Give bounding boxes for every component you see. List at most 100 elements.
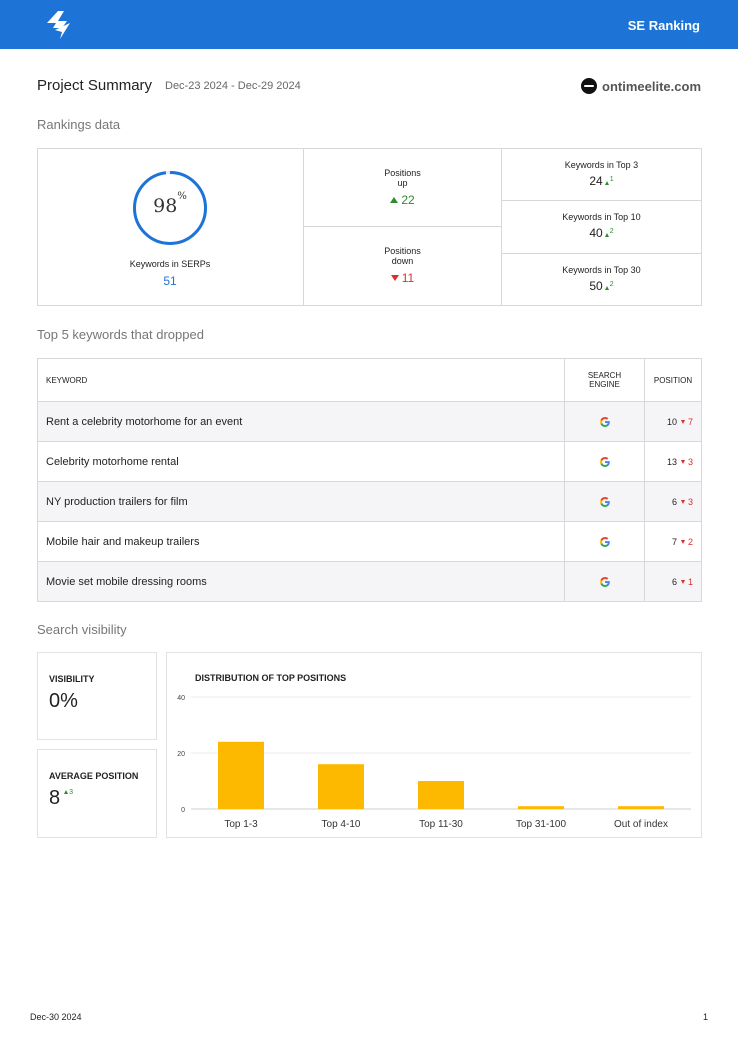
positions-up-label: Positions up (384, 168, 421, 188)
y-tick-label: 20 (177, 751, 185, 758)
arrow-down-icon (680, 419, 685, 424)
top3-label: Keywords in Top 3 (564, 160, 639, 170)
visibility-label: VISIBILITY (49, 674, 95, 684)
arrow-up-icon (390, 197, 399, 203)
top10-cell: Keywords in Top 10 40 2 (502, 201, 701, 254)
table-row: Movie set mobile dressing rooms 6 1 (38, 561, 701, 601)
keyword-tops: Keywords in Top 3 24 1 Keywords in Top 10… (502, 149, 701, 305)
arrow-up-icon (604, 233, 609, 237)
summary-header: Project Summary Dec-23 2024 - Dec-29 202… (37, 77, 701, 97)
google-icon (599, 456, 610, 467)
top30-value: 50 2 (589, 279, 614, 293)
positions-down-label: Positions down (384, 246, 421, 266)
position-change: 3 (680, 457, 693, 467)
distribution-chart: DISTRIBUTION OF TOP POSITIONS 0 20 40 Top 1… (166, 652, 702, 838)
google-icon (599, 536, 610, 547)
positions-down-cell: Positions down 11 (304, 227, 501, 305)
x-tick-label: Top 1-3 (224, 819, 258, 830)
serps-gauge (133, 171, 207, 245)
arrow-up-icon (64, 790, 69, 794)
arrow-down-icon (680, 539, 685, 544)
search-engine-cell (565, 522, 645, 561)
position-change: 1 (680, 577, 693, 587)
position-change: 2 (680, 537, 693, 547)
arrow-down-icon (680, 579, 685, 584)
position-value: 6 (671, 496, 677, 507)
chart-title: DISTRIBUTION OF TOP POSITIONS (195, 673, 347, 683)
bar (618, 806, 664, 809)
position-change: 3 (680, 497, 693, 507)
date-range: Dec-23 2024 - Dec-29 2024 (165, 80, 301, 92)
search-engine-cell (565, 482, 645, 521)
google-icon (599, 576, 610, 587)
bar (318, 764, 364, 809)
serps-cell: 98% Keywords in SERPs 51 (38, 149, 304, 305)
visibility-card: VISIBILITY 0% (37, 652, 157, 740)
average-position-label: AVERAGE POSITION (49, 771, 139, 781)
page-title: Project Summary (37, 77, 153, 94)
position-value: 7 (671, 536, 677, 547)
top3-value: 24 1 (589, 174, 614, 188)
arrow-up-icon (604, 181, 609, 185)
keyword-cell: NY production trailers for film (38, 482, 565, 521)
top-bar: SE Ranking (0, 0, 738, 49)
x-tick-label: Out of index (614, 819, 668, 830)
table-row: Rent a celebrity motorhome for an event 1… (38, 401, 701, 441)
position-cell: 13 3 (645, 442, 701, 481)
se-ranking-logo-icon (47, 11, 70, 39)
keyword-column-header: KEYWORD (38, 359, 565, 401)
positions-cells: Positions up 22 Positions down 11 (304, 149, 502, 305)
search-engine-cell (565, 402, 645, 441)
position-value: 6 (671, 576, 677, 587)
x-tick-label: Top 31-100 (516, 819, 566, 830)
positions-up-value: 22 (304, 193, 501, 207)
site-label: ontimeelite.com (581, 78, 701, 94)
keyword-cell: Rent a celebrity motorhome for an event (38, 402, 565, 441)
keyword-cell: Celebrity motorhome rental (38, 442, 565, 481)
top3-cell: Keywords in Top 3 24 1 (502, 149, 701, 201)
rankings-panel: 98% Keywords in SERPs 51 Positions up 22… (37, 148, 702, 306)
x-tick-label: Top 11-30 (419, 819, 463, 830)
top10-value: 40 2 (589, 226, 614, 240)
serps-count: 51 (163, 274, 177, 288)
google-icon (599, 496, 610, 507)
arrow-down-icon (680, 499, 685, 504)
google-icon (599, 416, 610, 427)
position-value: 13 (666, 456, 677, 467)
page-number: 1 (702, 1012, 708, 1022)
search-engine-cell (565, 442, 645, 481)
rankings-heading: Rankings data (37, 117, 121, 132)
positions-up-cell: Positions up 22 (304, 149, 501, 227)
bar (518, 806, 564, 809)
positions-down-value: 11 (304, 271, 501, 285)
arrow-down-icon (680, 459, 685, 464)
table-header: KEYWORD SEARCH ENGINE POSITION (38, 359, 701, 401)
keyword-cell: Mobile hair and makeup trailers (38, 522, 565, 561)
arrow-up-icon (604, 286, 609, 290)
y-tick-label: 40 (177, 695, 185, 702)
top30-cell: Keywords in Top 30 50 2 (502, 254, 701, 306)
table-row: Mobile hair and makeup trailers 7 2 (38, 521, 701, 561)
top10-label: Keywords in Top 10 (562, 212, 641, 222)
keyword-cell: Movie set mobile dressing rooms (38, 562, 565, 601)
position-column-header: POSITION (653, 375, 693, 385)
position-cell: 10 7 (645, 402, 701, 441)
distribution-chart-plot: 0 20 40 Top 1-3 Top 4-10 Top 11-30 Top 31-100 O… (177, 695, 691, 830)
top30-label: Keywords in Top 30 (562, 265, 641, 275)
dropped-table: KEYWORD SEARCH ENGINE POSITION Rent a ce… (37, 358, 702, 602)
search-engine-cell (565, 562, 645, 601)
position-change: 7 (680, 417, 693, 427)
position-value: 10 (666, 416, 677, 427)
x-tick-label: Top 4-10 (322, 819, 361, 830)
table-row: NY production trailers for film 6 3 (38, 481, 701, 521)
footer-date: Dec-30 2024 (30, 1012, 82, 1022)
serps-percent: 98% (153, 190, 187, 217)
site-logo-icon (581, 78, 598, 94)
arrow-down-icon (390, 275, 399, 281)
dropped-heading: Top 5 keywords that dropped (37, 327, 204, 342)
